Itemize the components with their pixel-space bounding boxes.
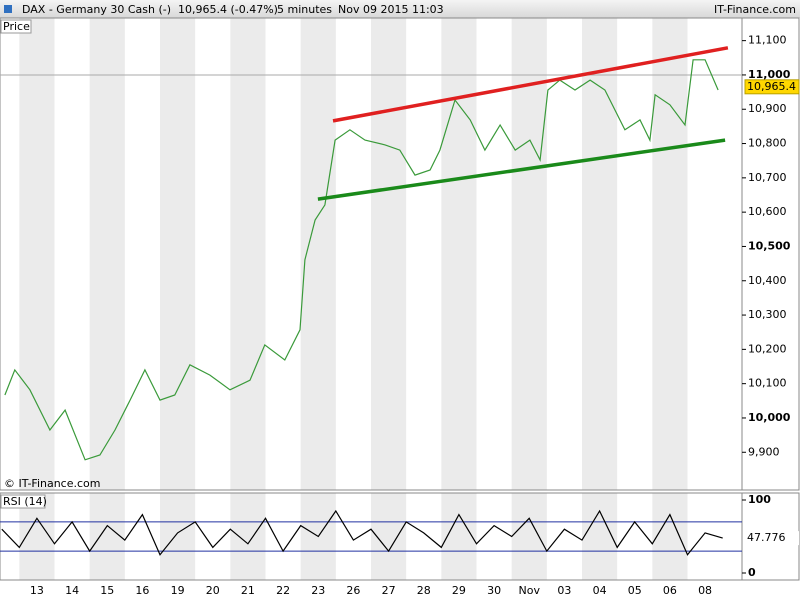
x-tick-label: 06 bbox=[663, 584, 677, 597]
series-line bbox=[317, 138, 726, 201]
x-tick-label: 14 bbox=[65, 584, 79, 597]
x-tick-label: 29 bbox=[452, 584, 466, 597]
panel-label: Price bbox=[3, 20, 30, 33]
x-tick-label: 26 bbox=[346, 584, 360, 597]
day-band bbox=[441, 18, 477, 490]
day-band bbox=[511, 18, 547, 490]
y-tick-label: 10,400 bbox=[748, 274, 787, 287]
y-tick-label: 11,000 bbox=[748, 68, 791, 81]
day-band bbox=[511, 493, 547, 580]
last-price-box bbox=[744, 79, 800, 95]
x-tick-label: 05 bbox=[628, 584, 642, 597]
x-tick-label: 04 bbox=[593, 584, 607, 597]
day-band bbox=[160, 18, 196, 490]
y-tick-label: 10,700 bbox=[748, 171, 787, 184]
day-band bbox=[652, 493, 688, 580]
series-line bbox=[332, 46, 729, 123]
x-tick-label: 16 bbox=[135, 584, 149, 597]
header-timestamp: Nov 09 2015 11:03 bbox=[338, 3, 444, 16]
x-tick-label: 30 bbox=[487, 584, 501, 597]
y-tick-label: 10,200 bbox=[748, 342, 787, 355]
x-tick-label: 19 bbox=[171, 584, 185, 597]
watermark: © IT-Finance.com bbox=[4, 477, 101, 490]
header-title: DAX - Germany 30 Cash (-) bbox=[22, 3, 171, 16]
day-band bbox=[230, 493, 266, 580]
y-tick-label: 10,500 bbox=[748, 239, 791, 252]
y-tick-label: 10,900 bbox=[748, 102, 787, 115]
y-tick-label: 10,600 bbox=[748, 205, 787, 218]
y-tick-label: 10,000 bbox=[748, 411, 791, 424]
last-rsi-box bbox=[745, 531, 799, 546]
x-tick-label: 20 bbox=[206, 584, 220, 597]
x-tick-label: 27 bbox=[382, 584, 396, 597]
day-band bbox=[371, 18, 407, 490]
x-tick-label: 03 bbox=[557, 584, 571, 597]
panel-label: RSI (14) bbox=[3, 495, 47, 508]
y-tick-label: 10,300 bbox=[748, 308, 787, 321]
x-tick-label: 28 bbox=[417, 584, 431, 597]
x-tick-label: Nov bbox=[519, 584, 541, 597]
x-tick-label: 08 bbox=[698, 584, 712, 597]
last-price-label: 10,965.4 bbox=[747, 80, 796, 93]
day-band bbox=[160, 493, 196, 580]
series-line bbox=[1, 509, 723, 556]
day-band bbox=[89, 493, 125, 580]
y-tick-label: 10,100 bbox=[748, 377, 787, 390]
y-tick-label: 100 bbox=[748, 493, 771, 506]
panel-label-box bbox=[0, 19, 32, 34]
header-brand: IT-Finance.com bbox=[714, 3, 796, 16]
y-tick-label: 10,800 bbox=[748, 137, 787, 150]
x-tick-label: 13 bbox=[30, 584, 44, 597]
x-tick-label: 23 bbox=[311, 584, 325, 597]
header-quote: 10,965.4 (-0.47%) bbox=[178, 3, 278, 16]
day-band bbox=[652, 18, 688, 490]
y-tick-label: 0 bbox=[748, 566, 756, 579]
y-tick-label: 9,900 bbox=[748, 445, 780, 458]
day-band bbox=[230, 18, 266, 490]
x-tick-label: 22 bbox=[276, 584, 290, 597]
header-interval: 5 minutes bbox=[277, 3, 332, 16]
axis-panel bbox=[741, 17, 800, 491]
y-tick-label: 11,100 bbox=[748, 34, 787, 47]
day-band bbox=[89, 18, 125, 490]
header-bar bbox=[0, 0, 800, 18]
panel-label-box bbox=[0, 494, 46, 509]
day-band bbox=[581, 18, 618, 490]
x-tick-label: 15 bbox=[100, 584, 114, 597]
day-band bbox=[19, 18, 55, 490]
series-line bbox=[4, 59, 719, 461]
x-tick-label: 21 bbox=[241, 584, 255, 597]
icon bbox=[4, 5, 12, 13]
last-rsi-label: 47.776 bbox=[747, 531, 786, 544]
